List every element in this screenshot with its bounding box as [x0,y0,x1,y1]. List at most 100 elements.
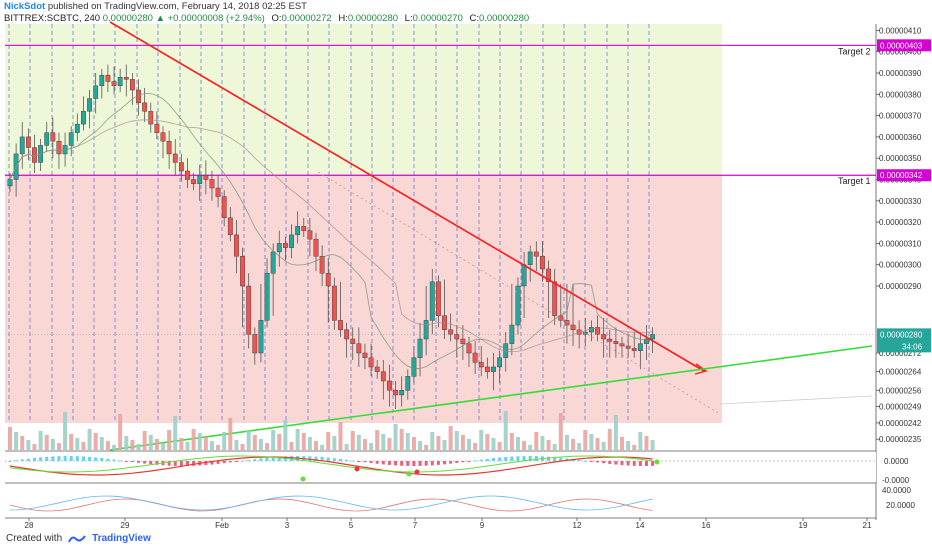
macd-bar [534,456,538,461]
tradingview-brand[interactable]: TradingView [92,533,151,544]
volume-bar [99,437,104,450]
volume-bar [130,440,135,450]
time-tick-label: 29 [121,521,130,530]
volume-bar [583,430,588,450]
low-key: L: [404,13,413,24]
macd-signal-line [9,456,653,476]
macd-bar [155,461,159,465]
volume-bar [320,445,325,450]
volume-bar [515,437,520,450]
volume-bar [632,445,637,450]
candle [546,268,551,282]
bar-countdown: 34:06 [902,342,923,351]
volume-bar [356,435,361,450]
candle [399,390,405,396]
candle [491,366,496,372]
macd-bar [394,461,398,466]
publisher-name[interactable]: NickSdot [4,1,46,12]
time-tick-label: 5 [349,521,354,530]
volume-bar [393,424,398,450]
macd-bar [192,461,196,466]
candle [19,136,25,155]
price-change: ▲ +0.00000008 (+2.94%) [155,13,265,24]
moving-average-slow [9,119,653,353]
candle [533,251,539,257]
price-tick-label: 0.00000350 [879,154,922,163]
volume-bar [381,434,386,450]
candle [387,380,392,391]
volume-bar [369,443,374,450]
moving-average-fast [9,93,653,369]
low-value: 0.00000270 [412,13,463,24]
volume-bar [301,433,306,450]
current-price-label: 0.00000280 [880,330,923,339]
candle [331,285,337,321]
macd-bar [167,461,171,466]
volume-bar [203,437,208,450]
volume-bar [314,441,318,450]
macd-bar [332,458,336,461]
candle [87,98,92,112]
volume-bar [375,430,380,450]
candle [484,366,490,372]
macd-cross-marker [406,471,412,477]
candle [185,170,190,180]
macd-bar [583,460,587,462]
macd-bar [559,457,563,461]
macd-bar [94,457,98,461]
volume-bar [81,442,86,450]
volume-bar [564,435,569,450]
candle [172,153,178,163]
macd-bar [75,456,79,461]
price-tick-label: 0.00000235 [879,435,922,444]
ohlc-line: BITTREX:SCBTC, 240 0.00000280 ▲ +0.00000… [4,13,529,25]
price-tick-label: 0.00000410 [879,26,922,35]
volume-bar [228,418,233,450]
macd-bar [8,461,12,462]
candle [313,238,319,257]
candle [148,111,154,125]
open-value: 0.00000272 [281,13,332,24]
macd-tick-label: 0.0000 [884,457,909,466]
publisher-line: NickSdot published on TradingView.com, F… [4,1,307,13]
price-tick-label: 0.00000380 [879,90,922,99]
candle [129,79,135,91]
macd-bar [326,457,330,461]
volume-bar [69,434,74,450]
macd-bar [179,461,183,466]
volume-bar [467,439,471,450]
volume-bar [350,431,355,450]
ascending-support-line [109,345,873,451]
time-tick-label: 19 [799,521,808,530]
oscillator-line-1 [9,498,653,512]
macd-bar [620,461,624,466]
volume-bar [246,431,251,450]
macd-bar [259,458,263,461]
macd-bar [510,456,514,461]
volume-bar [338,422,343,450]
volume-bar [613,415,618,450]
volume-bar [497,442,502,450]
volume-bar [283,420,288,450]
volume-bar [307,437,312,450]
macd-bar [522,456,526,461]
volume-bar [191,429,196,450]
target-price-label-1: 0.00000403 [880,41,923,50]
risk-zone-red [5,175,722,423]
tradingview-logo-icon [68,534,86,542]
time-tick-label: Feb [215,521,229,530]
candle [344,329,349,340]
candle [478,362,484,368]
macd-tick-label: -0.0000 [882,476,910,485]
volume-bar [136,444,141,450]
volume-bar [173,416,178,450]
candle [607,338,613,342]
faint-extension-line [719,395,873,405]
macd-bar [387,461,391,465]
macd-bar [247,459,251,461]
macd-histogram [8,456,655,466]
projection-dotted-line [317,171,721,415]
price-tick-label: 0.00000300 [879,261,922,270]
macd-bar [430,461,434,466]
